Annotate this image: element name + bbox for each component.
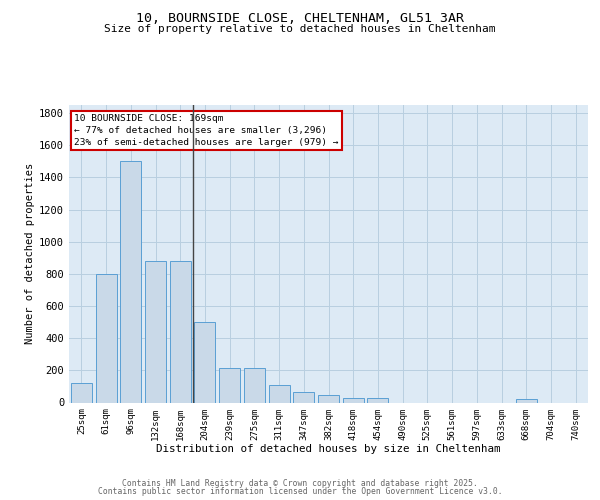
Bar bbox=[367, 398, 388, 402]
Y-axis label: Number of detached properties: Number of detached properties bbox=[25, 163, 35, 344]
Bar bbox=[269, 385, 290, 402]
Bar bbox=[71, 383, 92, 402]
Text: Size of property relative to detached houses in Cheltenham: Size of property relative to detached ho… bbox=[104, 24, 496, 34]
X-axis label: Distribution of detached houses by size in Cheltenham: Distribution of detached houses by size … bbox=[156, 444, 501, 454]
Bar bbox=[244, 368, 265, 402]
Bar bbox=[343, 398, 364, 402]
Bar bbox=[120, 162, 141, 402]
Text: Contains public sector information licensed under the Open Government Licence v3: Contains public sector information licen… bbox=[98, 487, 502, 496]
Bar bbox=[516, 400, 537, 402]
Bar bbox=[170, 261, 191, 402]
Bar bbox=[219, 368, 240, 402]
Bar bbox=[95, 274, 116, 402]
Bar bbox=[318, 396, 339, 402]
Text: Contains HM Land Registry data © Crown copyright and database right 2025.: Contains HM Land Registry data © Crown c… bbox=[122, 478, 478, 488]
Text: 10 BOURNSIDE CLOSE: 169sqm
← 77% of detached houses are smaller (3,296)
23% of s: 10 BOURNSIDE CLOSE: 169sqm ← 77% of deta… bbox=[74, 114, 338, 146]
Bar bbox=[145, 261, 166, 402]
Text: 10, BOURNSIDE CLOSE, CHELTENHAM, GL51 3AR: 10, BOURNSIDE CLOSE, CHELTENHAM, GL51 3A… bbox=[136, 12, 464, 26]
Bar bbox=[194, 322, 215, 402]
Bar bbox=[293, 392, 314, 402]
